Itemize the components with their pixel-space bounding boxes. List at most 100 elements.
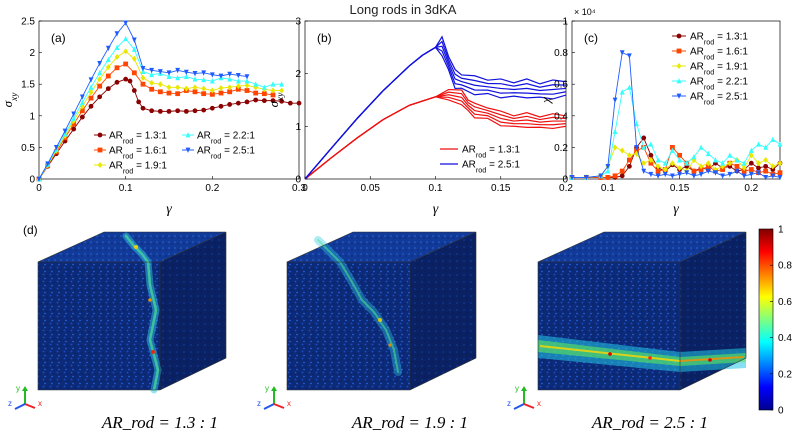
panel-c-series-2-point bbox=[748, 152, 754, 159]
panel-a-series-4-point bbox=[157, 69, 163, 75]
panel-c-series-2-point bbox=[612, 144, 618, 151]
panel-a-xlabel: γ bbox=[166, 202, 172, 217]
panel-c-series-4-point bbox=[655, 173, 661, 179]
panel-c-series-3-point bbox=[677, 157, 682, 163]
panel-a-series-3-point bbox=[131, 46, 137, 52]
panel-c-series-1-point bbox=[619, 168, 625, 174]
panel-a-series-4-point bbox=[149, 67, 155, 74]
panel-c-series-3-point bbox=[634, 120, 639, 127]
panel-c-ylabel: χ bbox=[538, 97, 553, 105]
panel-a-legend-label-1: ARrod = 1.6:1 bbox=[109, 146, 167, 161]
panel-a-ytick-label: 1 bbox=[29, 111, 35, 122]
panel-c-series-1-point bbox=[670, 145, 675, 150]
panel-a-series-2-point bbox=[209, 87, 215, 94]
panel-c-series-3-point bbox=[720, 160, 726, 166]
panel-a-series-4-point bbox=[227, 71, 233, 77]
panel-c-legend-marker-3 bbox=[676, 78, 682, 84]
panel-c-series-0-point bbox=[770, 167, 776, 172]
panel-a-series-1-point bbox=[244, 88, 250, 93]
panel-b-ytick-label: 1 bbox=[295, 122, 301, 133]
panel-b-series-0-line bbox=[304, 96, 567, 180]
panel-a-series-3-point bbox=[244, 78, 250, 84]
panel-a-series-2-point bbox=[149, 79, 155, 86]
panel-a-series-2-point bbox=[157, 81, 163, 88]
caption-ar-1-9: AR_rod = 1.9 : 1 bbox=[351, 413, 468, 432]
panel-a-series-1-point bbox=[192, 89, 198, 95]
panel-c-legend-label-1: ARrod = 1.6:1 bbox=[690, 47, 748, 62]
panel-a-series-3-point bbox=[253, 81, 259, 87]
panel-b-xtick-label: 0.15 bbox=[491, 183, 511, 194]
panel-c-series-4-point bbox=[777, 175, 783, 181]
panel-c-series-3-point bbox=[727, 152, 733, 158]
panel-b-series-0 bbox=[304, 88, 567, 180]
panel-c-series-2-point bbox=[777, 160, 783, 167]
panel-c-series-4-point bbox=[748, 171, 754, 178]
panel-b-series-1-line bbox=[304, 40, 567, 180]
panel-c-series-3-point bbox=[605, 168, 611, 174]
panel-a-series-3-point bbox=[105, 56, 111, 62]
panel-c-series-2-point bbox=[648, 157, 654, 164]
panel-a-series-2-point bbox=[114, 54, 120, 61]
panel-a-series-1-point bbox=[270, 92, 276, 98]
panel-a-series-3-point bbox=[71, 115, 77, 121]
panel-a-legend-label-3: ARrod = 2.2:1 bbox=[197, 131, 255, 146]
panel-a-series-1-point bbox=[105, 73, 111, 79]
axis-triad-1: y x z bbox=[8, 384, 42, 410]
panel-a-series-2-point bbox=[227, 84, 233, 91]
panel-b-xlabel: γ bbox=[433, 202, 439, 217]
panel-a-series-4-point bbox=[209, 72, 215, 78]
panel-a-series-2-point bbox=[235, 83, 241, 90]
panel-a-series-4-point bbox=[140, 66, 146, 72]
panel-a-series-0-point bbox=[175, 108, 181, 114]
panel-c-series-3-point bbox=[641, 144, 647, 150]
panel-c-series-1-point bbox=[655, 168, 661, 174]
panel-a-series-1-point bbox=[218, 90, 224, 96]
panel-c-series-1-point bbox=[777, 170, 783, 176]
panel-a-series-0-point bbox=[79, 114, 85, 120]
panel-a-series-0-point bbox=[279, 98, 285, 104]
panel-a-series-3-point bbox=[140, 68, 146, 74]
axis-triad-2: y x z bbox=[257, 384, 291, 410]
panel-c-series-1-point bbox=[626, 157, 632, 163]
panel-c-series-4-point bbox=[713, 170, 718, 176]
panel-c-series-2-point bbox=[662, 166, 668, 173]
cube3-top bbox=[538, 232, 746, 262]
panel-a-legend-label-0: ARrod = 1.3:1 bbox=[109, 131, 167, 146]
colorbar bbox=[758, 228, 774, 411]
panel-a-series-3-point bbox=[209, 78, 215, 84]
panel-c-series-4-line bbox=[572, 51, 781, 178]
panel-a-series-0-point bbox=[218, 103, 224, 109]
panel-a-series-0-point bbox=[140, 105, 146, 111]
panel-c-ytick-label: 0.6 bbox=[554, 80, 568, 91]
panel-c-xtick-label: 0.2 bbox=[744, 183, 758, 194]
cube2-front bbox=[287, 262, 410, 390]
panel-c-series-2-point bbox=[619, 147, 625, 154]
panel-c-series-1-point bbox=[612, 173, 618, 179]
panel-a-series-1-point bbox=[88, 95, 94, 101]
cube-ar-1-3 bbox=[37, 231, 227, 394]
panel-a-series-1-point bbox=[253, 90, 259, 96]
triad2-x: x bbox=[287, 399, 291, 408]
cube1-shear-band bbox=[122, 232, 162, 394]
panel-c-xlabel: γ bbox=[673, 202, 679, 217]
panel-c-axes-box bbox=[571, 20, 781, 180]
figure-title: Long rods in 3dKA bbox=[350, 2, 457, 17]
panel-c-ytick-label: 0.4 bbox=[554, 111, 568, 122]
panel-c-series-4-point bbox=[619, 50, 625, 56]
panel-a-series-4 bbox=[36, 20, 250, 182]
panel-a-series-2-point bbox=[123, 48, 129, 55]
panel-a-series-1-point bbox=[131, 70, 137, 76]
panel-c-series-3-line bbox=[572, 86, 781, 178]
panel-a-label: (a) bbox=[51, 31, 66, 45]
panel-a-ytick-label: 0.5 bbox=[21, 143, 35, 154]
panel-a-series-4-point bbox=[166, 70, 172, 76]
panel-c-series-3-point bbox=[741, 160, 747, 166]
panel-a-series-1-point bbox=[114, 65, 120, 71]
panel-b-ylabel: σxy bbox=[266, 92, 286, 108]
panel-a-series-4-point bbox=[192, 71, 198, 77]
panel-a-series-4-point bbox=[36, 176, 42, 182]
triad1-x: x bbox=[38, 399, 42, 408]
